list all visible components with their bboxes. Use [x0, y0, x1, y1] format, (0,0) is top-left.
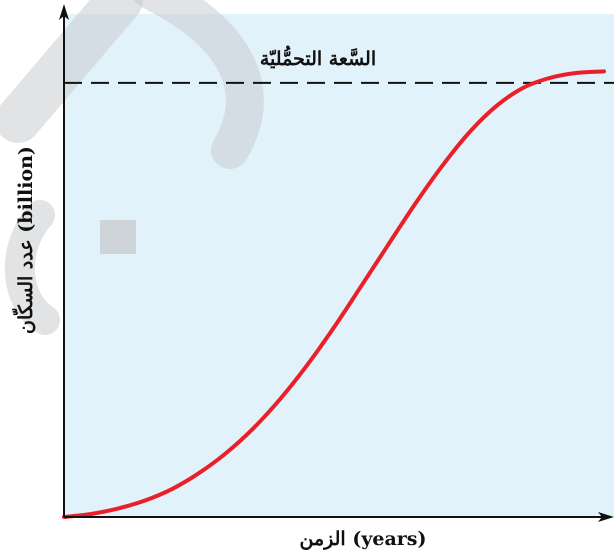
x-axis-arrowhead — [598, 512, 614, 522]
y-axis-arrowhead — [59, 4, 69, 20]
y-axis-label: عدد السكّان (billion) — [12, 146, 37, 334]
x-axis-label: الزمن (years) — [300, 528, 427, 550]
carrying-capacity-label: السَّعة التحمُّليّة — [260, 45, 376, 70]
watermark — [0, 0, 264, 335]
population-curve-line — [62, 69, 606, 519]
plot-background — [64, 14, 614, 517]
